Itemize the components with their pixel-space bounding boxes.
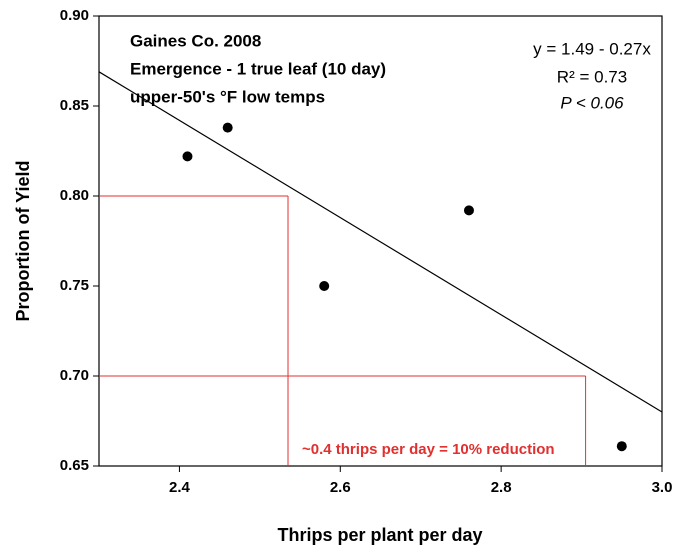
x-axis-label: Thrips per plant per day	[277, 525, 482, 545]
y-tick-label: 0.70	[60, 367, 89, 384]
x-tick-label: 3.0	[652, 479, 673, 496]
x-tick-label: 2.4	[169, 479, 191, 496]
reference-note: ~0.4 thrips per day = 10% reduction	[302, 441, 555, 458]
y-tick-label: 0.80	[60, 187, 89, 204]
r-squared: R² = 0.73	[557, 67, 627, 86]
data-point	[222, 122, 233, 133]
equation: y = 1.49 - 0.27x	[533, 39, 651, 58]
annotation: Gaines Co. 2008	[130, 31, 261, 50]
x-tick-label: 2.6	[330, 479, 351, 496]
y-tick-label: 0.65	[60, 457, 89, 474]
y-tick-label: 0.90	[60, 7, 89, 24]
plot-frame	[98, 15, 663, 467]
data-point	[616, 441, 627, 452]
annotation: Emergence - 1 true leaf (10 day)	[130, 59, 386, 78]
y-tick-label: 0.85	[60, 97, 89, 114]
x-tick-label: 2.8	[491, 479, 512, 496]
y-axis-label: Proportion of Yield	[13, 161, 33, 322]
data-point	[319, 281, 330, 291]
annotation: upper-50's °F low temps	[130, 87, 325, 106]
p-value: P < 0.06	[560, 93, 624, 112]
y-tick-label: 0.75	[60, 277, 89, 294]
data-point	[463, 205, 474, 216]
trend-line	[98, 71, 663, 413]
data-point	[182, 151, 193, 162]
